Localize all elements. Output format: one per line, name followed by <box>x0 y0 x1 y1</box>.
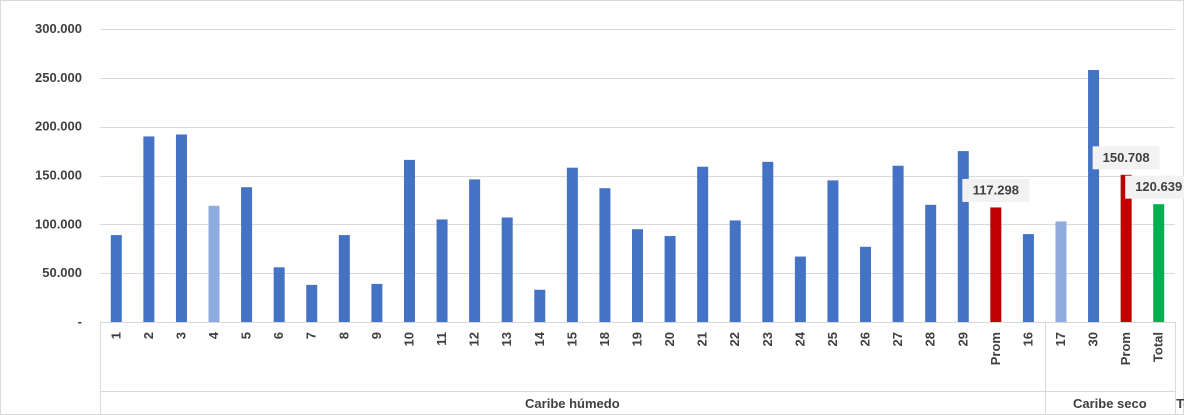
bar <box>892 165 904 322</box>
bar <box>566 167 578 322</box>
bar <box>1120 174 1132 322</box>
x-category-label: 22 <box>727 332 742 346</box>
bar <box>632 229 643 322</box>
x-category-label: 4 <box>206 331 221 339</box>
y-tick-label: 250.000 <box>35 70 82 85</box>
bar <box>599 188 611 322</box>
x-category-label: 24 <box>792 331 807 346</box>
bar <box>175 134 187 322</box>
x-category-label: Prom <box>1118 332 1133 365</box>
data-label-box <box>1125 175 1184 199</box>
group-label: Caribe seco <box>1073 396 1147 411</box>
x-category-label: 3 <box>173 332 188 339</box>
x-category-label: 11 <box>434 332 449 346</box>
bar <box>273 267 285 322</box>
y-tick-label: - <box>78 314 82 329</box>
bar <box>925 204 937 322</box>
data-label: 120.639 <box>1135 179 1182 194</box>
group-label: Caribe húmedo <box>525 396 620 411</box>
x-category-label: 14 <box>532 331 547 346</box>
bar <box>1055 221 1067 322</box>
x-category-label: 23 <box>760 332 775 346</box>
bar <box>241 187 253 322</box>
bar <box>403 159 415 322</box>
x-category-label: 18 <box>597 332 612 346</box>
x-category-label: 6 <box>271 332 286 339</box>
bar <box>664 236 676 322</box>
y-tick-label: 200.000 <box>35 119 82 134</box>
x-category-label: 15 <box>564 332 579 346</box>
bar <box>534 289 546 322</box>
data-label-box <box>962 178 1030 202</box>
bar <box>827 180 839 322</box>
bar <box>306 284 318 322</box>
data-label: 150.708 <box>1103 150 1150 165</box>
x-category-label: 17 <box>1053 332 1068 346</box>
x-category-label: 29 <box>955 332 970 346</box>
x-category-label: 30 <box>1086 332 1101 346</box>
x-category-label: 19 <box>630 332 645 346</box>
bar <box>990 207 1002 322</box>
bar <box>436 219 448 322</box>
bar <box>1088 70 1100 323</box>
x-category-label: Prom <box>988 332 1003 365</box>
x-category-label: 5 <box>239 332 254 339</box>
bar <box>762 161 774 322</box>
y-tick-label: 300.000 <box>35 21 82 36</box>
y-tick-label: 100.000 <box>35 216 82 231</box>
x-category-label: 8 <box>336 332 351 339</box>
x-category-label: 21 <box>695 332 710 346</box>
bar <box>860 246 872 322</box>
x-category-label: 7 <box>304 332 319 339</box>
bar <box>469 179 481 322</box>
x-category-label: 9 <box>369 332 384 339</box>
x-category-label: 10 <box>401 332 416 346</box>
group-label: Total <box>1176 396 1184 411</box>
x-category-label: 28 <box>923 332 938 346</box>
data-label-box <box>1092 146 1160 170</box>
x-category-label: 2 <box>141 332 156 339</box>
x-category-label: Total <box>1151 332 1166 362</box>
x-category-label: 27 <box>890 332 905 346</box>
bar <box>729 220 741 322</box>
bar <box>208 205 220 322</box>
x-category-label: 13 <box>499 332 514 346</box>
y-tick-label: 150.000 <box>35 168 82 183</box>
x-category-label: 16 <box>1020 332 1035 346</box>
bar <box>110 235 122 322</box>
bar <box>371 283 383 322</box>
x-category-label: 25 <box>825 332 840 346</box>
bar <box>794 256 806 322</box>
bar <box>338 235 350 322</box>
bar <box>501 217 513 322</box>
data-label: 117.298 <box>973 182 1019 197</box>
x-category-label: 26 <box>858 332 873 346</box>
bar <box>1153 204 1165 322</box>
bar <box>957 151 969 322</box>
x-category-label: 1 <box>108 332 123 339</box>
x-category-label: 12 <box>467 332 482 346</box>
bar <box>1022 234 1034 322</box>
y-tick-label: 50.000 <box>42 265 82 280</box>
bar <box>697 166 709 322</box>
x-category-label: 20 <box>662 332 677 346</box>
bar <box>143 136 155 322</box>
